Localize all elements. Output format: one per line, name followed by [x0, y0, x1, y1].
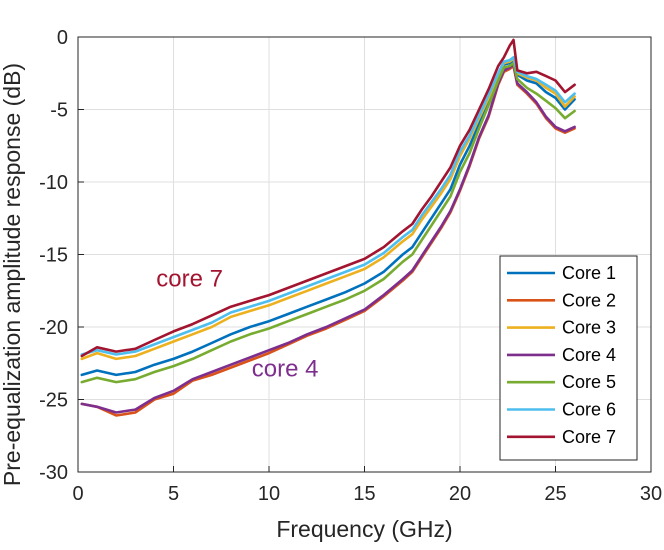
- y-tick-label: 0: [57, 27, 68, 49]
- legend-label: Core 1: [562, 263, 616, 283]
- x-tick-label: 20: [449, 483, 471, 505]
- y-tick-label: -20: [39, 317, 68, 339]
- legend: Core 1 Core 2 Core 3 Core 4 Core 5 Core 6 Core…: [499, 255, 638, 461]
- y-tick-label: -25: [39, 390, 68, 412]
- series-line-core-5: [80, 61, 576, 384]
- legend-label: Core 4: [562, 345, 616, 365]
- x-tick-label: 25: [544, 483, 566, 505]
- x-tick-label: 5: [168, 483, 179, 505]
- x-tick-label: 15: [353, 483, 375, 505]
- series-line-core-4: [80, 63, 576, 414]
- series-line-core-7: [80, 38, 576, 358]
- tick-labels: 0 5 10 15 20 25 30 0 -5 -10 -15 -20 -25 -30: [39, 27, 662, 505]
- series-group: [80, 38, 576, 417]
- x-tick-label: 10: [258, 483, 280, 505]
- legend-label: Core 7: [562, 427, 616, 447]
- x-tick-label: 0: [72, 483, 83, 505]
- legend-label: Core 2: [562, 290, 616, 310]
- y-axis-title: Pre-equalization amplitude response (dB): [0, 63, 25, 486]
- annotation-core-4: core 4: [252, 355, 319, 382]
- annotation-core-7: core 7: [156, 265, 223, 292]
- x-axis-title: Frequency (GHz): [276, 516, 452, 542]
- legend-box: [499, 255, 638, 461]
- y-tick-label: -5: [50, 100, 68, 122]
- ticks: [77, 36, 652, 473]
- legend-label: Core 6: [562, 400, 616, 420]
- annotations: core 7 core 4: [156, 265, 318, 382]
- y-tick-label: -15: [39, 245, 68, 267]
- y-tick-label: -30: [39, 462, 68, 484]
- legend-label: Core 3: [562, 318, 616, 338]
- x-tick-label: 30: [640, 483, 662, 505]
- y-tick-label: -10: [39, 172, 68, 194]
- legend-label: Core 5: [562, 372, 616, 392]
